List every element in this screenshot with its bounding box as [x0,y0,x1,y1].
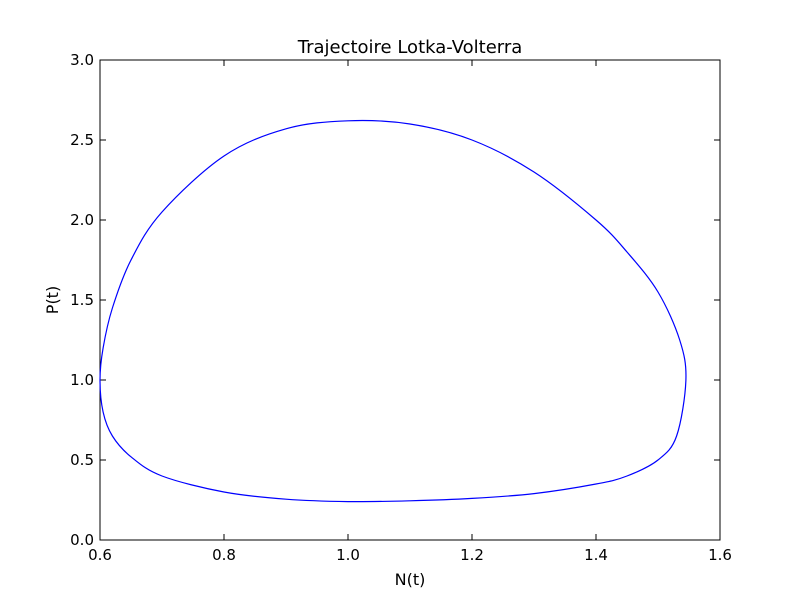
y-axis-label: P(t) [43,286,62,314]
y-axis-ticks: 0.0 0.5 1.0 1.5 2.0 2.5 3.0 [70,51,720,549]
series-layer [99,119,687,503]
y-tick-label: 0.0 [70,531,94,549]
x-tick-label: 1.2 [460,546,484,564]
x-axis-label: N(t) [395,570,426,589]
y-tick-label: 0.5 [70,451,94,469]
x-tick-label: 0.6 [88,546,112,564]
y-tick-label: 2.0 [70,211,94,229]
x-tick-label: 1.4 [584,546,608,564]
chart-title: Trajectoire Lotka-Volterra [297,37,523,58]
x-tick-label: 0.8 [212,546,236,564]
trajectory-line [99,119,687,503]
x-tick-label: 1.0 [336,546,360,564]
x-tick-label: 1.6 [708,546,732,564]
plot-area: 0.6 0.8 1.0 1.2 1.4 1.6 0.0 0.5 1.0 1.5 2.0 2.5 3.0 [70,51,732,564]
axes-frame [99,59,721,541]
x-axis-ticks: 0.6 0.8 1.0 1.2 1.4 1.6 [88,60,732,564]
y-tick-label: 3.0 [70,51,94,69]
y-tick-label: 2.5 [70,131,94,149]
y-tick-label: 1.0 [70,371,94,389]
y-tick-label: 1.5 [70,291,94,309]
